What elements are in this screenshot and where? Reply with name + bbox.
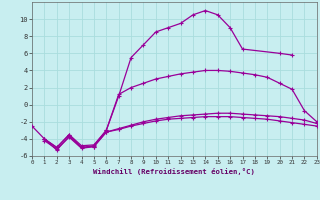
X-axis label: Windchill (Refroidissement éolien,°C): Windchill (Refroidissement éolien,°C)	[93, 168, 255, 175]
